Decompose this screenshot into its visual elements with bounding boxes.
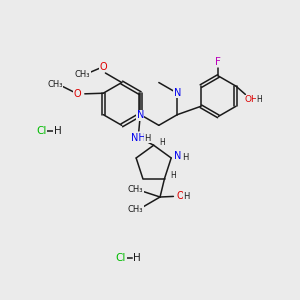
Text: CH₃: CH₃ [47,80,63,89]
Text: H: H [170,171,176,180]
Text: H: H [184,192,190,201]
Text: F: F [215,57,221,67]
Text: H: H [133,254,141,263]
Text: O: O [99,62,107,72]
Text: N: N [174,88,181,98]
Text: H: H [54,126,62,136]
Text: CH₃: CH₃ [128,185,143,194]
Text: O: O [74,89,81,99]
Text: N: N [136,110,144,120]
Text: Cl: Cl [37,126,47,136]
Text: H: H [145,134,151,143]
Text: H: H [182,153,189,162]
Text: H: H [256,95,262,104]
Text: NH: NH [130,134,145,143]
Text: OH: OH [244,95,258,104]
Text: Cl: Cl [116,254,126,263]
Text: H: H [159,138,165,147]
Text: CH₃: CH₃ [75,70,90,79]
Text: CH₃: CH₃ [128,205,143,214]
Text: O: O [176,191,184,201]
Text: N: N [174,152,182,161]
